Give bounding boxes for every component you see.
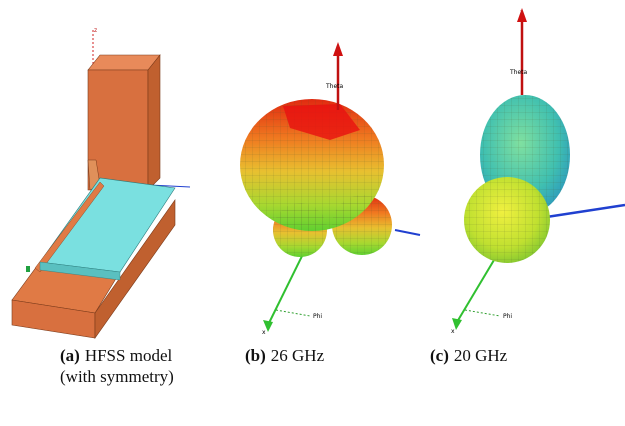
axis-label: Phi bbox=[503, 313, 512, 320]
axis-label: z bbox=[520, 9, 523, 16]
caption: (c) 20 GHz bbox=[430, 345, 507, 366]
caption-text: 20 GHz bbox=[454, 346, 507, 365]
axis-label: Theta bbox=[325, 83, 344, 90]
caption-label: (a) bbox=[60, 346, 80, 365]
axis-label: Phi bbox=[313, 313, 322, 320]
axis-label: z bbox=[94, 27, 97, 34]
caption: (b) 26 GHz bbox=[245, 345, 324, 366]
axis-label: Theta bbox=[509, 69, 528, 76]
pattern-26ghz: Phi x z Theta bbox=[240, 42, 420, 336]
caption: (a)HFSS model (with symmetry) bbox=[60, 345, 175, 387]
caption-label: (c) bbox=[430, 346, 449, 365]
caption-label: (b) bbox=[245, 346, 266, 365]
figure-page: z Phi x z Theta Phi bbox=[0, 0, 625, 426]
axis-line bbox=[268, 250, 305, 325]
figure-images: z Phi x z Theta Phi bbox=[0, 0, 625, 340]
axis-label: z bbox=[336, 45, 339, 52]
hfss-model: z bbox=[12, 27, 190, 338]
caption-text: 26 GHz bbox=[271, 346, 324, 365]
axis-label: x bbox=[262, 329, 266, 336]
pattern-20ghz: Phi x z Theta bbox=[451, 8, 625, 335]
axis-label: x bbox=[451, 328, 455, 335]
